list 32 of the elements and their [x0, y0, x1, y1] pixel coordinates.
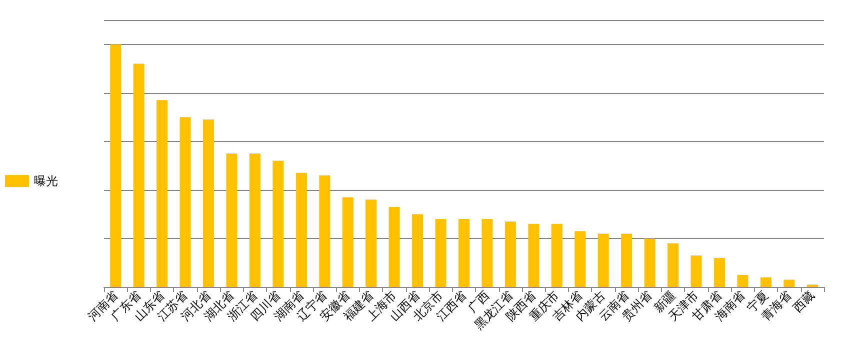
bar: [504, 221, 516, 287]
bar: [598, 234, 609, 287]
legend-label: 曝光: [34, 174, 58, 188]
bar: [644, 238, 656, 287]
bar: [296, 172, 307, 287]
bar: [412, 214, 424, 287]
bar: [133, 64, 144, 287]
bar: [156, 100, 168, 287]
bar: [180, 117, 191, 287]
bar: [714, 258, 725, 287]
bar: [458, 219, 470, 287]
bar: [366, 200, 377, 287]
bar: [203, 120, 214, 287]
bar: [668, 243, 679, 287]
bar: [621, 234, 632, 287]
bar: [110, 44, 122, 287]
bar: [226, 154, 238, 287]
bar: [272, 160, 284, 287]
bar: [784, 280, 795, 287]
bar: [551, 224, 562, 287]
bar: [249, 154, 260, 287]
bar: [319, 175, 330, 287]
bar: [482, 219, 493, 287]
bar: [690, 255, 702, 287]
bar: [388, 206, 400, 287]
bar: [528, 224, 540, 287]
bar: [342, 197, 354, 287]
bar: [574, 231, 586, 287]
bar: [435, 219, 446, 287]
bar: [737, 274, 748, 287]
bar: [760, 277, 772, 287]
x-tick-label: 西藏: [790, 288, 818, 315]
